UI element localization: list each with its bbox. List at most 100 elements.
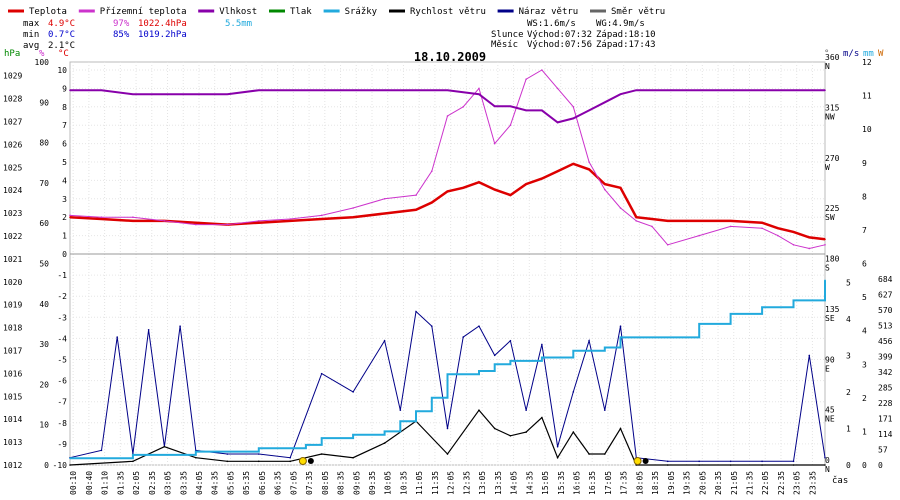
x-tick-label-40: 20:05: [698, 471, 707, 495]
series-line-2: [70, 89, 825, 124]
series-3-point-24: [556, 445, 559, 448]
series-0-point-12: [430, 201, 433, 204]
y-w-tick-2: 114: [878, 430, 893, 439]
y-pct-tick-6: 60: [39, 219, 49, 228]
x-tick-label-22: 11:05: [415, 471, 424, 495]
legend-label-1: Přízemní teplota: [100, 7, 187, 17]
series-4-point-11: [446, 453, 449, 455]
series-1-point-1: [100, 216, 103, 218]
series-1-point-10: [383, 198, 386, 200]
x-tick-label-34: 17:05: [604, 471, 613, 495]
y-hpa-tick-13: 1025: [3, 163, 22, 172]
series-1-point-33: [808, 247, 811, 250]
series-1-point-23: [603, 188, 606, 191]
series-5-point-5: [320, 437, 323, 439]
series-0-point-9: [352, 216, 354, 218]
x-tick-label-43: 21:35: [746, 471, 755, 495]
stats-max-temp: 4.9°C: [48, 19, 75, 29]
series-4-point-16: [541, 416, 543, 419]
series-2-point-16: [525, 109, 527, 112]
series-4-point-9: [383, 442, 386, 444]
series-3-point-23: [541, 343, 543, 346]
series-3-point-11: [320, 372, 323, 375]
series-4-point-23: [666, 464, 669, 466]
y-temp-tick-17: 7: [62, 121, 67, 130]
series-4-point-26: [761, 464, 763, 466]
stats-max-hum: 97%: [113, 19, 130, 29]
y-dir-tick-4: 180: [825, 255, 840, 264]
x-tick-label-27: 13:35: [494, 471, 503, 495]
series-1-point-19: [541, 69, 543, 71]
series-0-point-14: [462, 186, 465, 189]
y-dir-tick-6: 270: [825, 154, 840, 163]
series-3-point-12: [352, 391, 354, 393]
y-hpa-tick-12: 1024: [3, 186, 22, 195]
series-1-point-15: [478, 87, 480, 90]
series-5-point-17: [603, 346, 606, 349]
axis-unit-w: W: [878, 49, 884, 59]
y-hpa-tick-10: 1022: [3, 232, 22, 241]
x-tick-label-19: 09:35: [368, 471, 377, 495]
series-4-point-20: [603, 453, 606, 455]
series-1-point-12: [430, 170, 433, 172]
legend: Teplota Přízemní teplota Vlhkost Tlak Srážky…: [8, 7, 665, 17]
series-0-point-10: [383, 212, 386, 215]
y-dir-tick-7: 315: [825, 103, 840, 112]
y-w-tick-11: 627: [878, 291, 893, 300]
x-tick-label-1: 00:40: [85, 471, 94, 495]
series-5-point-16: [572, 350, 575, 352]
wind-gust-info: WG:4.9m/s: [596, 19, 645, 29]
y-pct-tick-8: 80: [39, 139, 49, 148]
y-temp-tick-19: 9: [62, 84, 67, 93]
series-1-point-17: [509, 124, 512, 126]
series-1-point-25: [635, 220, 638, 222]
x-tick-label-7: 03:35: [179, 471, 188, 495]
y-hpa-tick-16: 1028: [3, 95, 22, 104]
y-mm-tick-5: 5: [862, 293, 867, 302]
y-dir-tick-8: 360: [825, 53, 840, 62]
moonrise-marker: [307, 458, 314, 464]
series-0-point-24: [619, 186, 622, 189]
axes: 00:10 00:40 01:10 01:35 02:05 02:35 03:05 03:35…: [3, 53, 893, 495]
y-ms-tick-0: 0: [846, 461, 851, 470]
x-tick-label-45: 22:35: [777, 471, 786, 495]
series-2-point-22: [619, 93, 622, 96]
series-1-point-5: [226, 223, 229, 226]
series-4-point-6: [289, 460, 292, 463]
series-0-point-17: [509, 194, 512, 196]
series-1-point-26: [651, 225, 653, 228]
y-mm-tick-8: 8: [862, 192, 867, 201]
plot-frame: [69, 61, 826, 466]
y-dir-label-0: N: [825, 465, 830, 474]
series-3-point-14: [399, 409, 402, 411]
y-dir-tick-3: 135: [825, 305, 840, 314]
series-3-point-4: [147, 328, 150, 331]
stats-min-temp: 0.7°C: [48, 30, 75, 40]
y-w-tick-4: 228: [878, 399, 893, 408]
y-w-tick-8: 456: [878, 337, 893, 346]
legend-label-0: Teplota: [29, 7, 67, 17]
series-0-point-22: [588, 168, 590, 171]
series-0-point-13: [446, 190, 449, 193]
y-hpa-tick-3: 1015: [3, 392, 22, 401]
series-3-point-21: [509, 339, 512, 342]
series-0-point-25: [635, 216, 638, 218]
series-3-point-2: [116, 336, 118, 338]
x-tick-label-32: 16:05: [572, 471, 581, 495]
y-dir-label-4: S: [825, 264, 830, 273]
series-4-point-12: [478, 409, 480, 411]
y-hpa-tick-4: 1016: [3, 369, 22, 378]
series-5-point-24: [792, 299, 795, 302]
series-5-point-11: [446, 373, 449, 376]
y-temp-tick-6: -4: [57, 334, 67, 343]
series-4-point-5: [257, 460, 260, 463]
series-1-point-14: [462, 106, 465, 108]
stats-rain-total: 5.5mm: [225, 19, 252, 29]
stats-max-press: 1022.4hPa: [138, 19, 187, 29]
series-5-point-21: [698, 323, 700, 325]
series-0-point-6: [257, 221, 260, 224]
series-2-point-24: [666, 89, 669, 92]
x-tick-label-37: 18:35: [651, 471, 660, 495]
y-ms-tick-4: 4: [846, 315, 851, 324]
series-0-point-7: [289, 220, 292, 222]
